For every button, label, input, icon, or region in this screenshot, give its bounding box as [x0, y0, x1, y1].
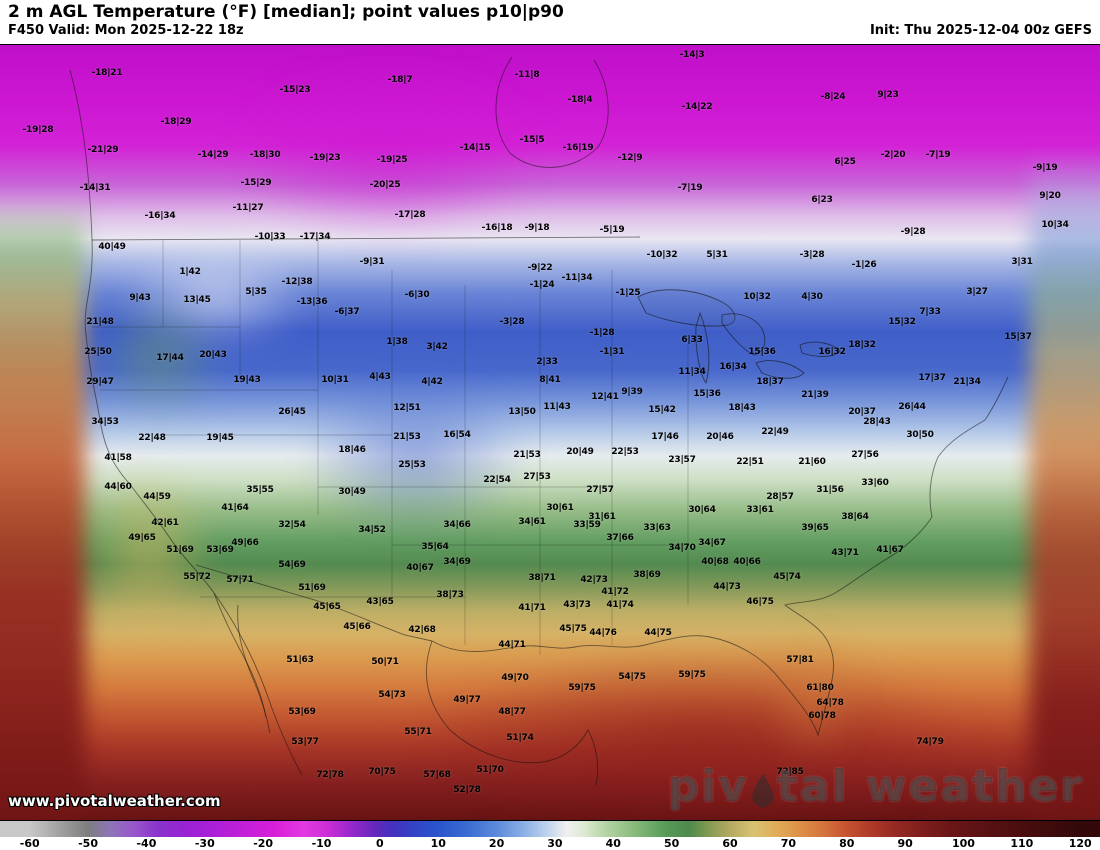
florida-warm-shading: [765, 630, 860, 765]
colorbar-tick-label: 30: [547, 837, 563, 850]
colorbar-tick-label: 50: [664, 837, 680, 850]
brand-prefix: piv: [667, 761, 749, 812]
colorbar-tick-label: -60: [19, 837, 40, 850]
colorbar-container: -60 -50 -40 -30 -20 -10 0 10 20 30 40 50 60 70 80 90 100…: [0, 820, 1100, 850]
colorbar-tick-label: -40: [136, 837, 157, 850]
colorbar-tick-label: 60: [722, 837, 738, 850]
california-warm-shading: [80, 465, 215, 635]
rockies-cold-shading: [300, 375, 530, 535]
colorbar-tick-label: 10: [430, 837, 446, 850]
map-canvas: [0, 45, 1100, 820]
colorbar-tick-label: 90: [897, 837, 913, 850]
header-subrow: F450 Valid: Mon 2025-12-22 18z Init: Thu…: [8, 23, 1092, 38]
cold-core-shading: [230, 60, 550, 240]
pnw-green-shading: [95, 295, 225, 420]
colorbar-tick-label: 80: [839, 837, 855, 850]
colorbar: [0, 820, 1100, 837]
atlantic-ocean-shading: [1030, 45, 1100, 820]
pacific-ocean-shading: [0, 45, 85, 820]
colorbar-tick-label: 20: [488, 837, 505, 850]
colorbar-tick-label: 120: [1068, 837, 1092, 850]
colorbar-tick-label: 0: [376, 837, 384, 850]
colorbar-tick-label: 110: [1010, 837, 1034, 850]
map-borders: [69, 56, 1009, 786]
watermark-brand: piv tal weather: [668, 761, 1084, 812]
valid-time-label: F450 Valid: Mon 2025-12-22 18z: [8, 23, 244, 39]
gulf-warm-shading: [420, 645, 980, 820]
colorbar-tick-label: -30: [194, 837, 215, 850]
colorbar-tick-label: 40: [605, 837, 621, 850]
colorbar-tick-label: -20: [253, 837, 274, 850]
colorbar-ticks: -60 -50 -40 -30 -20 -10 0 10 20 30 40 50 60 70 80 90 100…: [0, 837, 1100, 850]
map-title: 2 m AGL Temperature (°F) [median]; point…: [8, 2, 564, 22]
brand-suffix: tal weather: [776, 761, 1084, 812]
colorbar-tick-label: 70: [780, 837, 797, 850]
init-time-label: Init: Thu 2025-12-04 00z GEFS: [869, 23, 1092, 39]
colorbar-tick-label: -10: [311, 837, 332, 850]
colorbar-tick-label: 100: [951, 837, 975, 850]
droplet-icon: [751, 773, 774, 808]
header: 2 m AGL Temperature (°F) [median]; point…: [0, 0, 1100, 45]
watermark-url: www.pivotalweather.com: [8, 792, 221, 810]
colorbar-tick-label: -50: [78, 837, 98, 850]
